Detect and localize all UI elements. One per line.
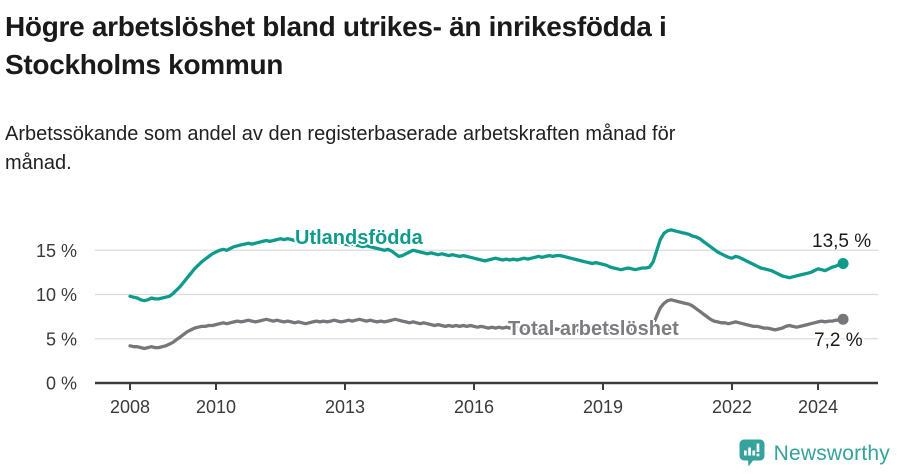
line-series-1 xyxy=(128,298,845,351)
line-series-0 xyxy=(128,228,845,303)
end-point-series-1 xyxy=(837,313,849,325)
y-axis-tick-label: 0 % xyxy=(46,374,77,394)
series-label-utlandsfodda: Utlandsfödda xyxy=(295,227,423,249)
y-axis-tick-label: 10 % xyxy=(36,285,77,305)
x-axis-tick-label: 2016 xyxy=(454,397,494,417)
end-point-series-0 xyxy=(837,258,849,270)
subtitle-line-1: Arbetssökande som andel av den registerb… xyxy=(5,123,676,145)
end-value-label-total: 7,2 % xyxy=(814,330,863,351)
end-value-label-utlandsfodda: 13,5 % xyxy=(812,231,872,252)
series-label-total-arbetsloshet: Total arbetslöshet xyxy=(508,318,679,340)
title-line-2: Stockholms kommun xyxy=(5,49,284,80)
x-axis-tick-label: 2024 xyxy=(798,397,838,417)
newsworthy-logo-icon xyxy=(739,439,765,467)
x-axis-tick-label: 2019 xyxy=(583,397,623,417)
chart-plot-area: 0 % 5 % 10 % 15 % 2008 2010 2013 2016 2019 2022 20… xyxy=(36,228,878,417)
y-axis-tick-label: 5 % xyxy=(46,329,77,349)
title-line-1: Högre arbetslöshet bland utrikes- än inr… xyxy=(5,11,667,42)
subtitle-line-2: månad. xyxy=(5,152,72,174)
x-axis-tick-label: 2022 xyxy=(712,397,752,417)
unemployment-line-chart: 0 % 5 % 10 % 15 % 2008 2010 2013 2016 2019 2022 20… xyxy=(0,205,900,435)
newsworthy-attribution[interactable]: Newsworthy xyxy=(739,439,890,468)
chart-subtitle: Arbetssökande som andel av den registerb… xyxy=(5,120,865,178)
x-axis-tick-label: 2013 xyxy=(325,397,365,417)
x-axis-tick-label: 2010 xyxy=(196,397,236,417)
page-title: Högre arbetslöshet bland utrikes- än inr… xyxy=(5,8,897,84)
y-axis-tick-label: 15 % xyxy=(36,241,77,261)
x-axis-tick-label: 2008 xyxy=(110,397,150,417)
newsworthy-brand-name: Newsworthy xyxy=(773,441,890,465)
